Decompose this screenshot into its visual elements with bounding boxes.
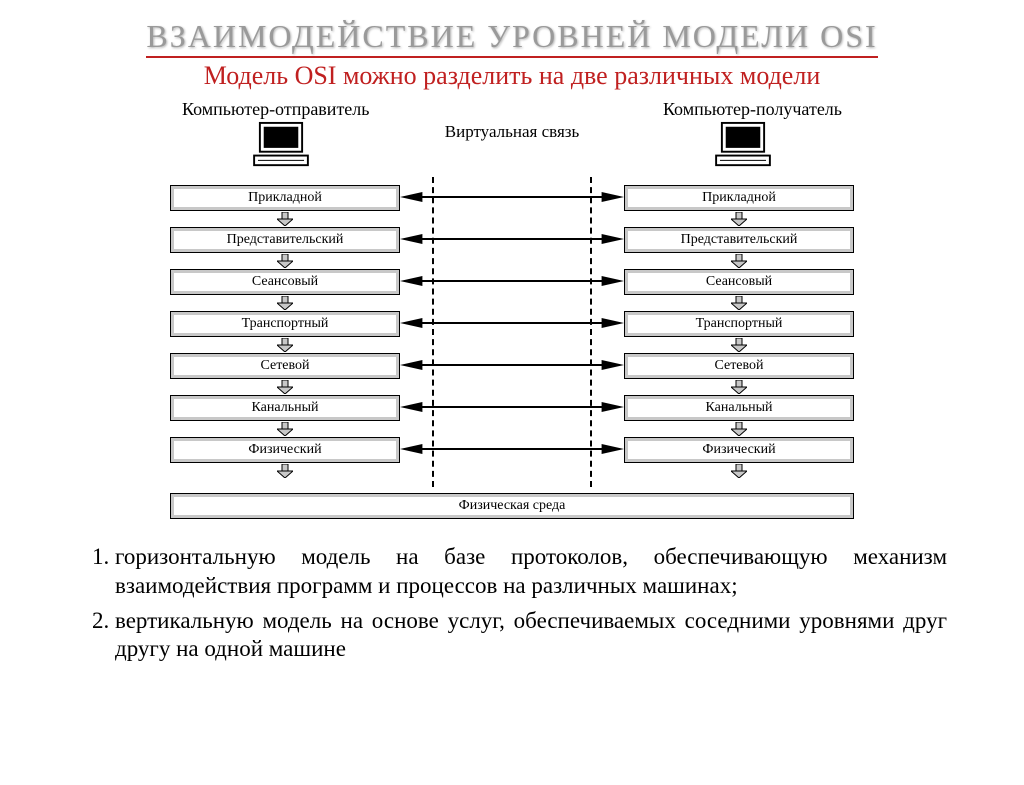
layer-row: Физический (624, 429, 854, 471)
layer-row: Транспортный (624, 303, 854, 345)
virtual-links (400, 177, 624, 471)
computer-icon (252, 121, 310, 169)
layer-box: Представительский (170, 227, 400, 253)
peer-protocol-arrow (400, 219, 624, 261)
receiver-label: Компьютер-получатель (663, 99, 842, 120)
body-list: горизонтальную модель на базе протоколов… (77, 543, 947, 664)
layer-row: Транспортный (170, 303, 400, 345)
layer-row: Физический (170, 429, 400, 471)
layer-row: Прикладной (624, 177, 854, 219)
layer-box: Сеансовый (170, 269, 400, 295)
sender-label: Компьютер-отправитель (182, 99, 370, 120)
layer-row: Сетевой (624, 345, 854, 387)
layer-box: Прикладной (170, 185, 400, 211)
layer-box: Сетевой (624, 353, 854, 379)
layer-row: Представительский (624, 219, 854, 261)
layer-row: Представительский (170, 219, 400, 261)
layer-box: Сетевой (170, 353, 400, 379)
page-subtitle: Модель OSI можно разделить на две различ… (0, 61, 1024, 91)
down-arrow-icon (731, 464, 747, 478)
layer-row: Канальный (170, 387, 400, 429)
osi-diagram: Компьютер-отправитель Компьютер-получате… (122, 99, 902, 519)
page-title: ВЗАИМОДЕЙСТВИЕ УРОВНЕЙ МОДЕЛИ OSI (0, 18, 1024, 55)
receiver-stack: Прикладной Представительский Сеансовый Тран… (624, 177, 854, 471)
layer-row: Сеансовый (624, 261, 854, 303)
layer-row: Прикладной (170, 177, 400, 219)
layer-box: Физический (170, 437, 400, 463)
peer-protocol-arrow (400, 303, 624, 345)
body-list-item: горизонтальную модель на базе протоколов… (115, 543, 947, 601)
peer-protocol-arrow (400, 387, 624, 429)
layer-box: Сеансовый (624, 269, 854, 295)
physical-medium-box: Физическая среда (170, 493, 854, 519)
body-list-item: вертикальную модель на основе услуг, обе… (115, 607, 947, 665)
layer-row: Сетевой (170, 345, 400, 387)
peer-protocol-arrow (400, 261, 624, 303)
computer-icon (714, 121, 772, 169)
peer-protocol-arrow (400, 429, 624, 471)
layer-row: Сеансовый (170, 261, 400, 303)
virtual-link-label: Виртуальная связь (445, 123, 579, 142)
layer-row: Канальный (624, 387, 854, 429)
peer-protocol-arrow (400, 345, 624, 387)
layer-box: Транспортный (624, 311, 854, 337)
sender-stack: Прикладной Представительский Сеансовый Тран… (170, 177, 400, 471)
layer-box: Транспортный (170, 311, 400, 337)
layer-box: Представительский (624, 227, 854, 253)
layer-box: Канальный (624, 395, 854, 421)
layer-box: Прикладной (624, 185, 854, 211)
layer-box: Канальный (170, 395, 400, 421)
down-arrow-icon (277, 464, 293, 478)
peer-protocol-arrow (400, 177, 624, 219)
layer-box: Физический (624, 437, 854, 463)
